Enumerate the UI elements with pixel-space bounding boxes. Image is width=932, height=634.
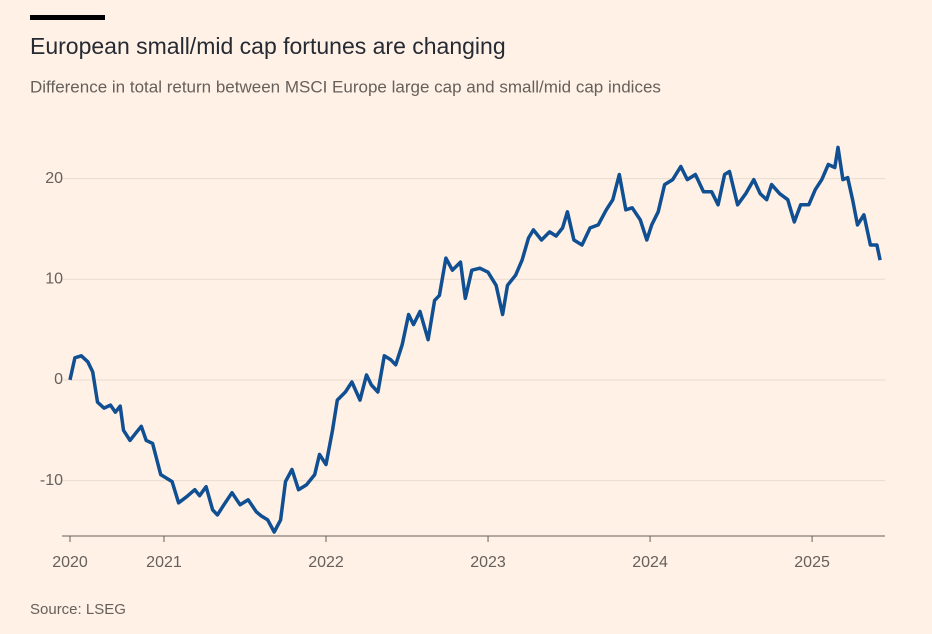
y-tick-label: 20 <box>45 170 63 187</box>
y-tick-label: 10 <box>45 270 63 287</box>
x-tick-label: 2023 <box>470 554 506 571</box>
chart-title: European small/mid cap fortunes are chan… <box>30 33 506 59</box>
x-tick-label: 2025 <box>794 554 830 571</box>
header-bar <box>30 15 105 20</box>
source: Source: LSEG <box>30 601 126 618</box>
chart-subtitle: Difference in total return between MSCI … <box>30 77 661 96</box>
x-tick-label: 2020 <box>52 554 88 571</box>
data-line <box>68 145 882 534</box>
x-tick-label: 2024 <box>632 554 668 571</box>
x-tick-label: 2021 <box>146 554 182 571</box>
x-tick-label: 2022 <box>308 554 344 571</box>
y-tick-label: 0 <box>54 371 63 388</box>
y-tick-label: -10 <box>40 472 63 489</box>
